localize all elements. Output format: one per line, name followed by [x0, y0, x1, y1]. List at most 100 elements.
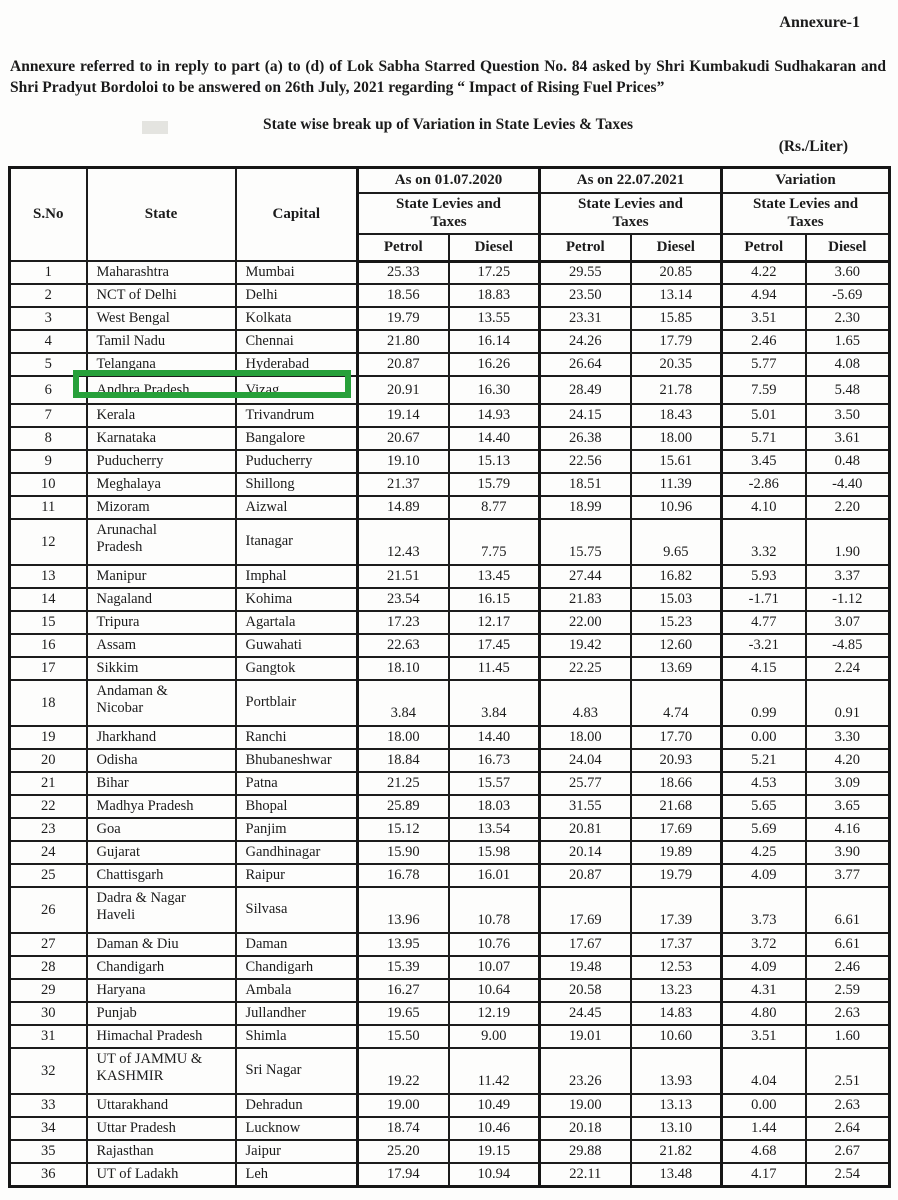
- cell-capital: Ambala: [234, 978, 359, 1003]
- cell-capital: Silvasa: [234, 886, 359, 934]
- table-row: 33 Uttarakhand Dehradun 19.00 10.49 19.00 13.1…: [8, 1093, 891, 1118]
- cell-capital: Kolkata: [234, 306, 359, 331]
- cell-petrol-variation: -3.21: [720, 633, 807, 658]
- cell-petrol-variation: 5.21: [720, 748, 807, 773]
- cell-capital: Portblair: [234, 679, 359, 727]
- cell-diesel-2020: 7.75: [447, 518, 541, 566]
- cell-diesel-2021: 15.61: [629, 449, 723, 474]
- table-row: 27 Daman & Diu Daman 13.95 10.76 17.67 17.37 3.…: [8, 932, 891, 957]
- cell-petrol-2020: 21.51: [356, 564, 450, 589]
- cell-capital: Jaipur: [234, 1139, 359, 1164]
- cell-sno: 3: [8, 306, 88, 331]
- col-header-sno: S.No: [8, 166, 88, 262]
- cell-petrol-variation: 5.65: [720, 794, 807, 819]
- cell-sno: 16: [8, 633, 88, 658]
- table-row: 36 UT of Ladakh Leh 17.94 10.94 22.11 13.48 4.1…: [8, 1162, 891, 1187]
- group-header-variation: Variation: [720, 166, 891, 194]
- cell-petrol-2021: 24.45: [538, 1001, 632, 1026]
- cell-state: Manipur: [85, 564, 237, 589]
- cell-state: Arunachal Pradesh: [85, 518, 237, 566]
- table-row: 21 Bihar Patna 21.25 15.57 25.77 18.66 4.53 3.09: [8, 771, 891, 796]
- cell-petrol-2020: 15.12: [356, 817, 450, 842]
- cell-diesel-variation: 6.61: [804, 932, 891, 957]
- table-row: 14 Nagaland Kohima 23.54 16.15 21.83 15.03 -1.7…: [8, 587, 891, 612]
- table-row: 25 Chattisgarh Raipur 16.78 16.01 20.87 19.79 4…: [8, 863, 891, 888]
- cell-sno: 22: [8, 794, 88, 819]
- cell-state: Andaman & Nicobar: [85, 679, 237, 727]
- cell-petrol-variation: 4.09: [720, 863, 807, 888]
- table-row: 12 Arunachal Pradesh Itanagar 12.43 7.75 15.7…: [8, 518, 891, 566]
- cell-diesel-2020: 18.83: [447, 283, 541, 308]
- cell-petrol-2021: 24.26: [538, 329, 632, 354]
- cell-capital: Mumbai: [234, 260, 359, 285]
- cell-diesel-2020: 11.45: [447, 656, 541, 681]
- cell-petrol-2020: 25.33: [356, 260, 450, 285]
- cell-diesel-2021: 17.37: [629, 932, 723, 957]
- subheader-2020: State Levies and Taxes: [355, 191, 541, 235]
- cell-diesel-2021: 20.93: [629, 748, 723, 773]
- cell-state: Meghalaya: [85, 472, 237, 497]
- cell-petrol-2021: 17.69: [538, 886, 632, 934]
- cell-petrol-2020: 13.95: [356, 932, 450, 957]
- table-row: 24 Gujarat Gandhinagar 15.90 15.98 20.14 19.89…: [8, 840, 891, 865]
- table-row: 8 Karnataka Bangalore 20.67 14.40 26.38 18.00 5…: [8, 426, 891, 451]
- cell-petrol-2020: 19.00: [356, 1093, 450, 1118]
- table-row: 17 Sikkim Gangtok 18.10 11.45 22.25 13.69 4.15 2…: [8, 656, 891, 681]
- cell-diesel-2020: 16.30: [447, 375, 541, 405]
- cell-state: Gujarat: [85, 840, 237, 865]
- cell-sno: 19: [8, 725, 88, 750]
- cell-petrol-2020: 16.27: [356, 978, 450, 1003]
- table-row: 2 NCT of Delhi Delhi 18.56 18.83 23.50 13.14 4.…: [8, 283, 891, 308]
- cell-petrol-2021: 22.11: [538, 1162, 632, 1187]
- cell-diesel-2021: 16.82: [629, 564, 723, 589]
- cell-petrol-2020: 16.78: [356, 863, 450, 888]
- cell-diesel-2020: 14.93: [447, 403, 541, 428]
- cell-petrol-variation: 4.53: [720, 771, 807, 796]
- cell-petrol-variation: 4.17: [720, 1162, 807, 1187]
- col-header-petrol-2021: Petrol: [538, 233, 632, 263]
- table-row: 29 Haryana Ambala 16.27 10.64 20.58 13.23 4.31 2…: [8, 978, 891, 1003]
- cell-diesel-2021: 18.43: [629, 403, 723, 428]
- cell-petrol-2020: 12.43: [356, 518, 450, 566]
- col-header-state: State: [85, 166, 237, 262]
- cell-petrol-variation: 5.69: [720, 817, 807, 842]
- cell-petrol-variation: 3.45: [720, 449, 807, 474]
- cell-sno: 4: [8, 329, 88, 354]
- cell-diesel-2020: 14.40: [447, 426, 541, 451]
- cell-diesel-variation: -5.69: [804, 283, 891, 308]
- table-row: 5 Telangana Hyderabad 20.87 16.26 26.64 20.35 5…: [8, 352, 891, 377]
- cell-state: Kerala: [85, 403, 237, 428]
- cell-diesel-2020: 13.54: [447, 817, 541, 842]
- cell-petrol-variation: 3.72: [720, 932, 807, 957]
- cell-diesel-variation: 3.50: [804, 403, 891, 428]
- cell-state: UT of Ladakh: [85, 1162, 237, 1187]
- cell-diesel-variation: 3.60: [804, 260, 891, 285]
- cell-sno: 11: [8, 495, 88, 520]
- cell-state: Karnataka: [85, 426, 237, 451]
- cell-petrol-variation: 4.25: [720, 840, 807, 865]
- cell-diesel-2020: 9.00: [447, 1024, 541, 1049]
- cell-diesel-variation: 2.63: [804, 1093, 891, 1118]
- cell-diesel-2021: 21.78: [629, 375, 723, 405]
- cell-diesel-variation: 2.67: [804, 1139, 891, 1164]
- cell-diesel-variation: 2.46: [804, 955, 891, 980]
- cell-capital: Vizag: [234, 375, 359, 405]
- cell-diesel-2021: 18.66: [629, 771, 723, 796]
- cell-petrol-variation: 7.59: [720, 375, 807, 405]
- cell-sno: 2: [8, 283, 88, 308]
- col-header-diesel-variation: Diesel: [804, 233, 891, 263]
- cell-petrol-2021: 20.81: [538, 817, 632, 842]
- cell-diesel-variation: 2.63: [804, 1001, 891, 1026]
- cell-diesel-variation: 3.77: [804, 863, 891, 888]
- cell-diesel-2021: 13.48: [629, 1162, 723, 1187]
- cell-diesel-2021: 13.13: [629, 1093, 723, 1118]
- cell-state: Haryana: [85, 978, 237, 1003]
- cell-diesel-variation: -1.12: [804, 587, 891, 612]
- cell-state: Chattisgarh: [85, 863, 237, 888]
- cell-state: Sikkim: [85, 656, 237, 681]
- unit-label: (Rs./Liter): [778, 138, 848, 155]
- cell-capital: Sri Nagar: [234, 1047, 359, 1095]
- cell-sno: 6: [8, 375, 88, 405]
- cell-capital: Delhi: [234, 283, 359, 308]
